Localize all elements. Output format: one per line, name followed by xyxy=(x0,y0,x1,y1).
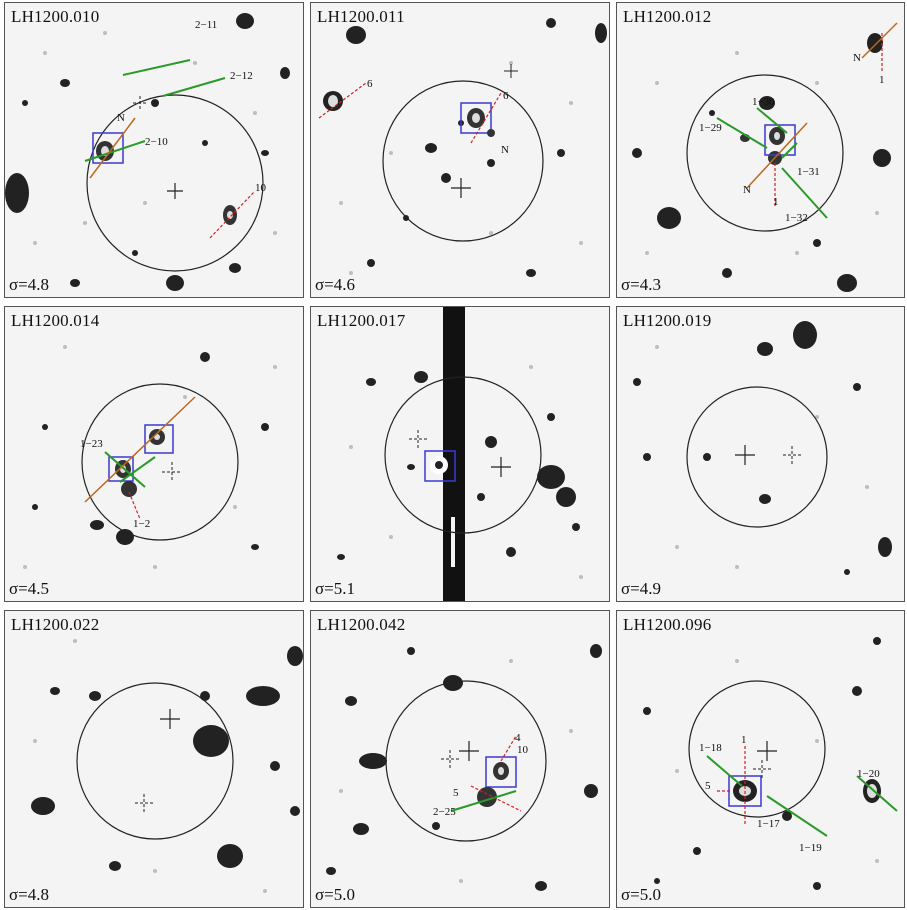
panel-image xyxy=(31,639,303,893)
panel-sigma: σ=5.0 xyxy=(621,885,662,904)
label-6b: 6 xyxy=(503,90,509,102)
panel-lh1200-012: N 1 1−30 1−29 1−31 N 1 1−32 LH1200.012 σ… xyxy=(616,2,905,298)
panel-lh1200-017: LH1200.017 σ=5.1 xyxy=(310,306,610,602)
panel-lh1200-011: 6 6 N LH1200.011 σ=4.6 xyxy=(310,2,610,298)
panel-image: N 1 1−30 1−29 1−31 N 1 1−32 xyxy=(632,22,898,292)
panel-title: LH1200.012 xyxy=(623,7,712,26)
label-1-2: 1−2 xyxy=(133,518,150,530)
panel-title: LH1200.022 xyxy=(11,615,100,634)
label-1-32: 1−32 xyxy=(785,212,808,224)
panel-title: LH1200.019 xyxy=(623,311,712,330)
label-5: 5 xyxy=(705,780,711,792)
panel-lh1200-019: LH1200.019 σ=4.9 xyxy=(616,306,905,602)
panel-lh1200-042: 4 10 5 2−25 LH1200.042 σ=5.0 xyxy=(310,610,610,908)
panel-sigma: σ=4.5 xyxy=(9,579,50,598)
label-1-18: 1−18 xyxy=(699,742,722,754)
panel-image: 1−18 1 5 1−20 1−17 1−19 xyxy=(643,637,898,890)
panel-lh1200-010: N 2−11 2−12 2−10 10 LH1200.010 σ=4.8 xyxy=(4,2,304,298)
panel-sigma: σ=4.8 xyxy=(9,885,50,904)
panel-sigma: σ=5.0 xyxy=(315,885,356,904)
label-1-20: 1−20 xyxy=(857,768,880,780)
label-6: 6 xyxy=(367,78,373,90)
label-1-31: 1−31 xyxy=(797,166,820,178)
label-1: 1 xyxy=(773,196,779,208)
label-10: 10 xyxy=(517,744,529,756)
panel-sigma: σ=4.3 xyxy=(621,275,662,294)
panel-lh1200-022: LH1200.022 σ=4.8 xyxy=(4,610,304,908)
label-1-30: 1−30 xyxy=(752,96,775,108)
label-5: 5 xyxy=(453,787,459,799)
label-2-11: 2−11 xyxy=(195,19,217,31)
panel-title: LH1200.096 xyxy=(623,615,712,634)
panel-title: LH1200.042 xyxy=(317,615,406,634)
panel-sigma: σ=4.6 xyxy=(315,275,356,294)
label-1-17: 1−17 xyxy=(757,818,780,830)
label-4: 4 xyxy=(515,732,521,744)
panel-title: LH1200.014 xyxy=(11,311,100,330)
label-1: 1 xyxy=(741,734,747,746)
panel-image: 6 6 N xyxy=(318,18,607,277)
panel-image: 1−23 1−2 xyxy=(23,345,277,569)
label-2-25: 2−25 xyxy=(433,806,456,818)
panel-sigma: σ=5.1 xyxy=(315,579,356,598)
panel-title: LH1200.010 xyxy=(11,7,100,26)
panel-image: N 2−11 2−12 2−10 10 xyxy=(5,13,290,291)
panel-title: LH1200.017 xyxy=(317,311,406,330)
label-n: N xyxy=(743,184,751,196)
label-n-top: N xyxy=(853,52,861,64)
label-2-10: 2−10 xyxy=(145,136,168,148)
panel-image xyxy=(633,321,892,575)
panel-sigma: σ=4.9 xyxy=(621,579,662,598)
panel-image: 4 10 5 2−25 xyxy=(326,644,602,891)
label-n: N xyxy=(117,112,125,124)
panel-image xyxy=(337,307,583,601)
panel-title: LH1200.011 xyxy=(317,7,405,26)
panel-sigma: σ=4.8 xyxy=(9,275,50,294)
label-1-29: 1−29 xyxy=(699,122,722,134)
label-2-12: 2−12 xyxy=(230,70,253,82)
panel-lh1200-096: 1−18 1 5 1−20 1−17 1−19 LH1200.096 σ=5.0 xyxy=(616,610,905,908)
label-1-23: 1−23 xyxy=(80,438,103,450)
label-n: N xyxy=(501,144,509,156)
panel-lh1200-014: 1−23 1−2 LH1200.014 σ=4.5 xyxy=(4,306,304,602)
label-1-19: 1−19 xyxy=(799,842,822,854)
label-10: 10 xyxy=(255,182,267,194)
label-1-top: 1 xyxy=(879,74,885,86)
